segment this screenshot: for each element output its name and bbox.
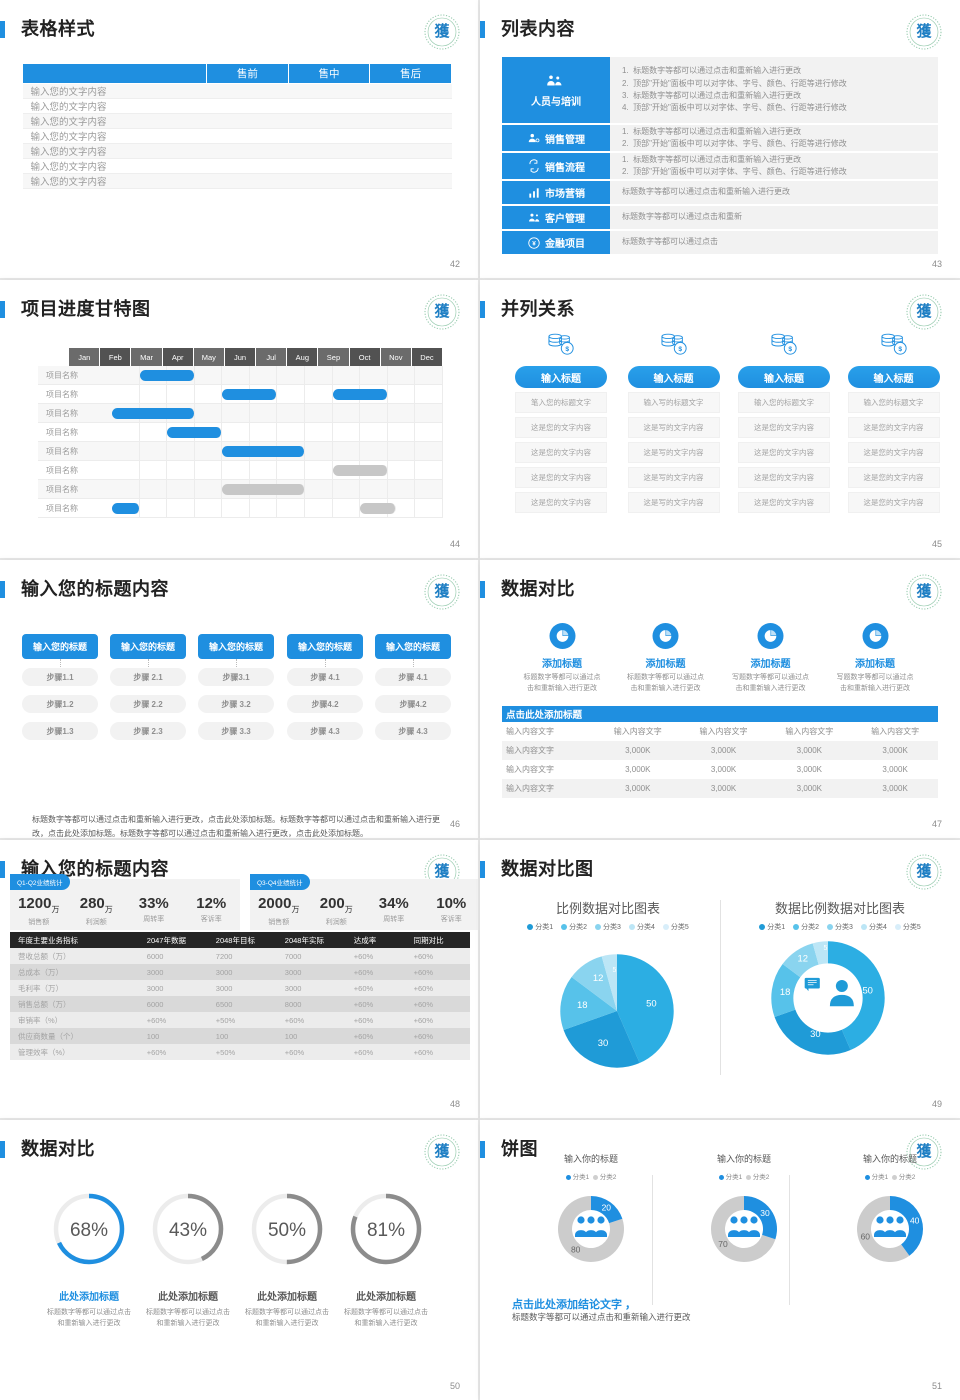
- svg-text:獲: 獲: [916, 302, 932, 320]
- svg-text:$: $: [788, 346, 792, 353]
- svg-text:¥: ¥: [532, 240, 536, 247]
- svg-text:60: 60: [861, 1232, 871, 1242]
- svg-text:50: 50: [862, 985, 873, 996]
- svg-text:獲: 獲: [434, 22, 450, 40]
- svg-text:5: 5: [613, 967, 617, 974]
- svg-text:$: $: [898, 346, 902, 353]
- svg-text:18: 18: [780, 987, 791, 998]
- svg-text:30: 30: [810, 1029, 821, 1040]
- svg-text:20: 20: [602, 1203, 612, 1213]
- svg-text:30: 30: [598, 1038, 609, 1049]
- svg-text:12: 12: [593, 973, 604, 984]
- svg-text:獲: 獲: [916, 862, 932, 880]
- svg-text:12: 12: [798, 953, 809, 964]
- svg-text:30: 30: [760, 1208, 770, 1218]
- svg-text:獲: 獲: [916, 582, 932, 600]
- svg-text:獲: 獲: [434, 862, 450, 880]
- svg-text:$: $: [678, 346, 682, 353]
- svg-text:68%: 68%: [70, 1220, 108, 1241]
- svg-text:80: 80: [571, 1245, 581, 1255]
- svg-text:50: 50: [646, 998, 657, 1009]
- svg-text:40: 40: [910, 1216, 920, 1226]
- svg-text:獲: 獲: [916, 22, 932, 40]
- svg-text:18: 18: [577, 1000, 588, 1011]
- svg-text:5: 5: [824, 945, 828, 952]
- svg-text:獲: 獲: [434, 1142, 450, 1160]
- svg-text:獲: 獲: [434, 302, 450, 320]
- svg-text:$: $: [565, 346, 569, 353]
- svg-text:70: 70: [718, 1239, 728, 1249]
- svg-text:43%: 43%: [169, 1220, 207, 1241]
- svg-text:81%: 81%: [367, 1220, 405, 1241]
- svg-text:獲: 獲: [434, 582, 450, 600]
- svg-text:50%: 50%: [268, 1220, 306, 1241]
